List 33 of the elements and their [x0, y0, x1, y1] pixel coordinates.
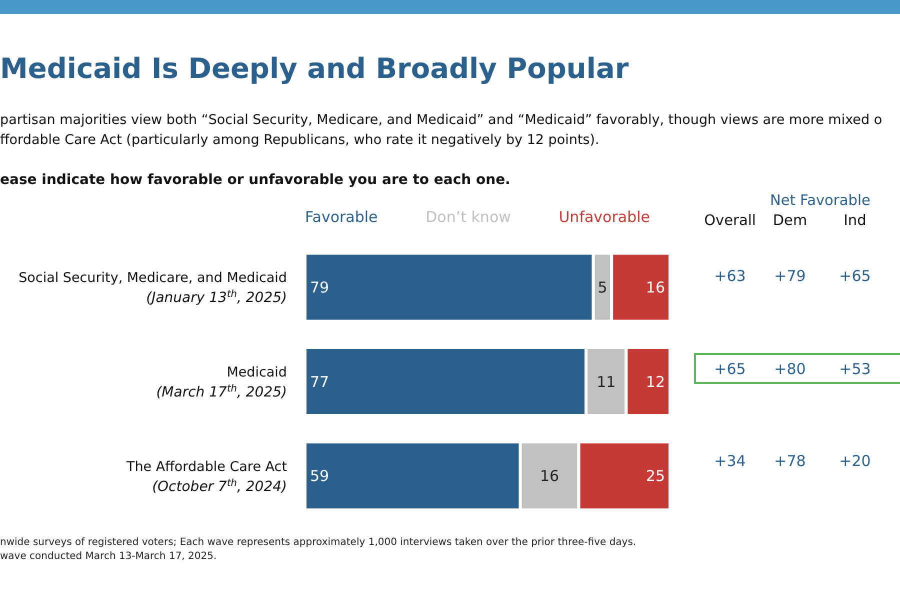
data-label: 16 — [540, 467, 560, 486]
data-label: 16 — [646, 278, 665, 297]
text: +53 — [838, 360, 872, 378]
text: wave conducted March 13-March 17, 2025. — [0, 551, 217, 562]
text: +34 — [713, 452, 747, 470]
text: ease indicate how favorable or unfavorable you are to each one. — [0, 172, 510, 188]
chart-subtitle: partisan majorities view both “Social Security, Medicare, and Medicaid” and “Medicaid” favorably, though views are more mixed o ffordable Care Act (particularly among Republicans, who rate it negatively by 12 points). — [0, 112, 882, 148]
text: Don’t know — [426, 208, 511, 226]
y-tick-label: Social Security, Medicare, and Medicaid (January 13$^{th}$, 2025) — [18, 270, 287, 306]
text: Net Favorable — [770, 193, 870, 209]
series-label: Favorable — [305, 208, 378, 226]
data-label: 5 — [598, 278, 608, 297]
data-label: 59 — [310, 467, 330, 486]
data-label: 77 — [310, 372, 330, 391]
data-label: 12 — [646, 372, 665, 391]
text: Dem — [772, 213, 808, 229]
text: +65 — [838, 267, 872, 285]
y-tick-label: The Affordable Care Act (October 7$^{th}$, 2024) — [125, 458, 287, 495]
text: +79 — [773, 267, 807, 285]
text: Ind — [842, 213, 868, 229]
chart-title: Medicaid Is Deeply and Broadly Popular — [0, 52, 629, 85]
text: +78 — [773, 452, 807, 470]
text: +80 — [773, 360, 807, 378]
text: nwide surveys of registered voters; Each wave represents approximately 1,000 interviews taken over the prior three-five days. — [0, 537, 636, 548]
data-label: 79 — [310, 278, 330, 297]
series-label: Unfavorable — [558, 208, 650, 226]
text: +63 — [713, 267, 747, 285]
text: +20 — [838, 452, 872, 470]
data-label: 25 — [646, 467, 665, 486]
text: Overall — [703, 213, 757, 229]
data-label: 11 — [596, 372, 616, 391]
text: +65 — [713, 360, 747, 378]
y-tick-label: Medicaid (March 17$^{th}$, 2025) — [156, 364, 287, 400]
